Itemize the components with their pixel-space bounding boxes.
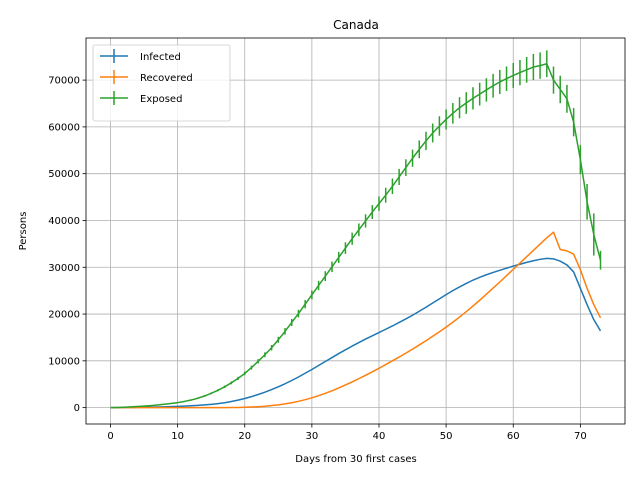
x-tick-label: 10 <box>171 431 184 442</box>
y-tick-label: 20000 <box>48 310 80 321</box>
y-tick-label: 60000 <box>48 122 80 133</box>
x-tick-label: 40 <box>373 431 386 442</box>
x-axis-label: Days from 30 first cases <box>295 454 416 465</box>
plot-frame <box>85 37 626 425</box>
series-exposed <box>110 50 602 409</box>
y-tick-label: 10000 <box>48 356 80 367</box>
y-tick-label: 30000 <box>48 263 80 274</box>
series-recovered <box>110 231 602 409</box>
x-tick-label: 20 <box>238 431 251 442</box>
series-line-recovered <box>110 231 602 409</box>
legend-box <box>92 44 231 122</box>
y-axis-label: Persons <box>18 212 29 251</box>
x-tick-label: 50 <box>440 431 453 442</box>
legend-label-exposed: Exposed <box>140 94 182 105</box>
legend-label-recovered: Recovered <box>140 73 193 84</box>
y-tick-label: 70000 <box>48 76 80 87</box>
series-line-infected <box>110 257 602 409</box>
series-infected <box>110 257 602 409</box>
y-tick-label: 50000 <box>48 169 80 180</box>
legend-item-recovered: Recovered <box>100 70 193 84</box>
x-tick-label: 30 <box>306 431 319 442</box>
y-tick-label: 40000 <box>48 216 80 227</box>
x-tick-label: 0 <box>107 431 113 442</box>
legend-item-exposed: Exposed <box>100 91 182 105</box>
grid <box>86 38 625 424</box>
chart-title: Canada <box>333 18 379 32</box>
x-tick-label: 60 <box>507 431 520 442</box>
axis-ticks: 0 10 20 30 40 50 60 70 0 10000 20000 30000 40000 5000… <box>48 76 587 442</box>
legend: Infected Recovered Exposed <box>92 44 231 122</box>
series-layer <box>110 50 602 409</box>
series-line-exposed <box>110 62 602 409</box>
legend-item-infected: Infected <box>100 49 181 63</box>
y-tick-label: 0 <box>74 403 80 414</box>
legend-label-infected: Infected <box>140 52 181 63</box>
x-tick-label: 70 <box>574 431 587 442</box>
